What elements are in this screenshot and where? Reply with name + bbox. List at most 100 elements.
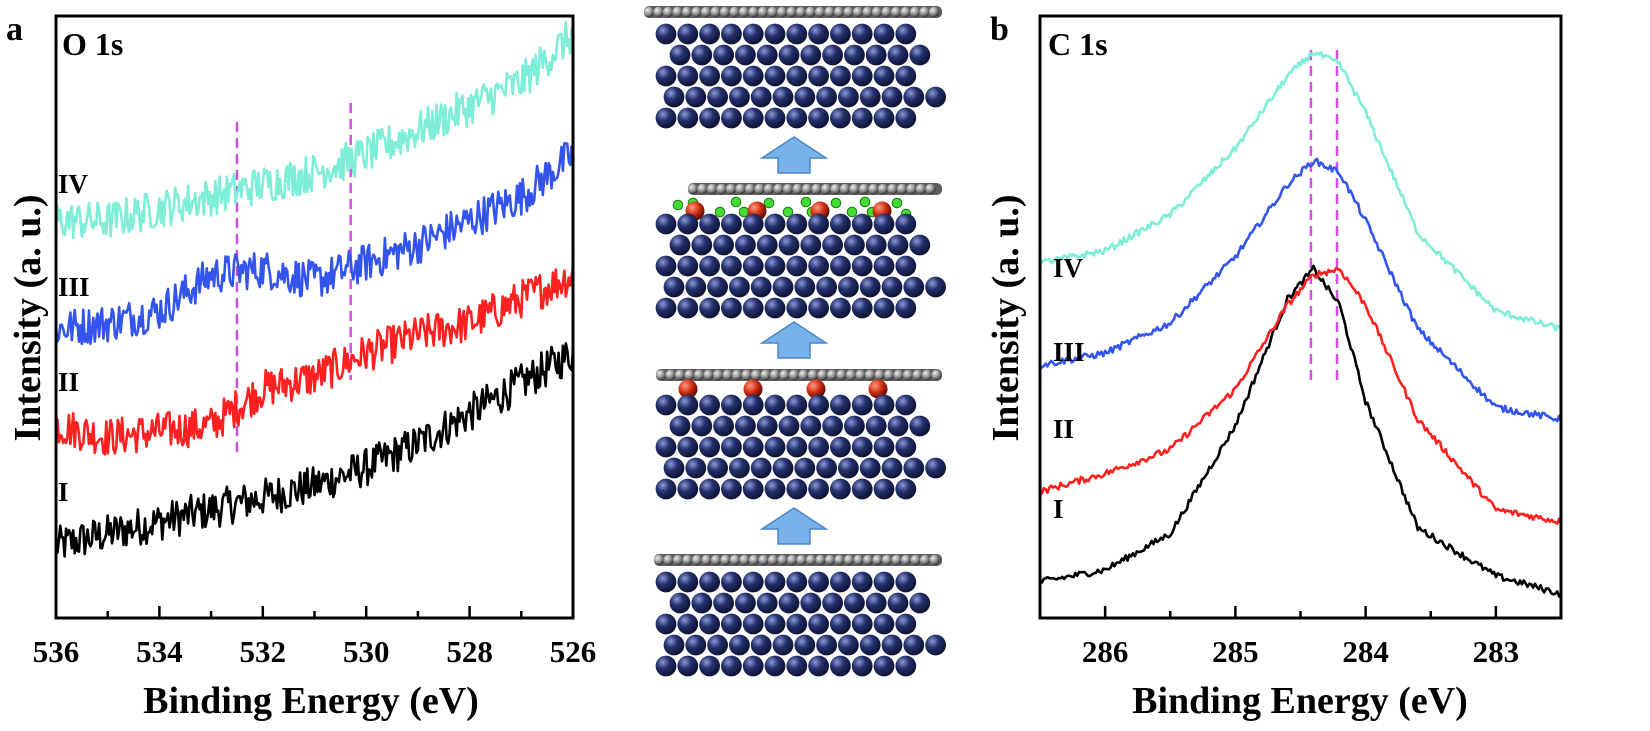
substrate-atom	[865, 592, 887, 614]
carbon-atom	[887, 183, 898, 195]
substrate-atom	[830, 297, 851, 319]
substrate-atom	[895, 394, 917, 416]
substrate-atom	[822, 592, 843, 614]
carbon-atom	[697, 183, 708, 195]
oxygen-atom	[743, 379, 763, 399]
carbon-atom	[853, 554, 864, 566]
substrate-atom	[887, 592, 909, 614]
substrate-atom	[729, 86, 750, 108]
substrate-atom	[881, 457, 903, 479]
substrate-atom	[669, 44, 691, 66]
substrate-atom	[742, 571, 764, 593]
substrate-atom	[691, 234, 713, 256]
substrate-atom	[830, 213, 851, 235]
substrate-atom	[851, 478, 873, 500]
substrate-atom	[786, 255, 808, 277]
atomic-structure-schematic	[643, 6, 946, 677]
substrate-atom	[903, 86, 925, 108]
substrate-atom	[677, 255, 699, 277]
carbon-atom	[893, 369, 904, 381]
carbon-atom	[665, 369, 676, 381]
carbon-atom	[684, 369, 695, 381]
substrate-atom	[663, 276, 685, 298]
substrate-atom	[830, 571, 851, 593]
substrate-atom	[685, 457, 707, 479]
substrate-atom	[816, 86, 837, 108]
substrate-atom	[699, 571, 720, 593]
substrate-atom	[895, 297, 917, 319]
substrate-atom	[721, 213, 742, 235]
carbon-atom	[672, 6, 683, 18]
substrate-atom	[677, 613, 699, 635]
series-line-ii	[1038, 267, 1563, 525]
substrate-atom	[756, 234, 778, 256]
substrate-atom	[721, 107, 742, 129]
substrate-atom	[699, 436, 720, 458]
substrate-atom	[663, 457, 685, 479]
substrate-atom	[699, 478, 720, 500]
substrate-atom	[786, 23, 808, 45]
carbon-atom	[921, 369, 933, 381]
carbon-atom	[703, 369, 714, 381]
up-arrow-icon	[759, 136, 829, 174]
substrate-atom	[786, 436, 808, 458]
substrate-atom	[764, 571, 786, 593]
carbon-atom	[735, 183, 746, 195]
substrate-atom	[756, 44, 778, 66]
substrate-atom	[851, 255, 873, 277]
substrate-atom	[830, 107, 851, 129]
substrate-atom	[881, 86, 903, 108]
carbon-atom	[691, 6, 702, 18]
series-label-iv: IV	[1053, 253, 1084, 283]
carbon-atom	[767, 554, 779, 566]
carbon-atom	[701, 554, 712, 566]
substrate-atom	[808, 255, 829, 277]
x-tick-label: 283	[1473, 634, 1520, 669]
carbon-atom	[710, 554, 722, 566]
substrate-atom	[786, 613, 808, 635]
substrate-atom	[881, 276, 903, 298]
substrate-atom	[903, 276, 925, 298]
carbon-atom	[687, 183, 699, 195]
substrate-atom	[677, 65, 699, 87]
substrate-atom	[655, 394, 677, 416]
substrate-atom	[830, 255, 851, 277]
substrate-atom	[742, 213, 764, 235]
substrate-atom	[764, 107, 786, 129]
substrate-atom	[663, 634, 685, 656]
carbon-atom	[928, 6, 940, 18]
substrate-atom	[655, 107, 677, 129]
substrate-atom	[655, 655, 677, 677]
carbon-atom	[754, 183, 765, 195]
series-line-ii	[54, 267, 575, 456]
substrate-atom	[808, 65, 829, 87]
carbon-atom	[874, 369, 885, 381]
carbon-atom	[767, 6, 778, 18]
oxygen-atom	[806, 379, 826, 399]
substrate-atom	[729, 457, 750, 479]
substrate-atom	[808, 655, 829, 677]
carbon-atom	[674, 369, 686, 381]
carbon-atom	[653, 6, 664, 18]
substrate-atom	[699, 297, 720, 319]
series-label-ii: II	[1053, 414, 1074, 444]
substrate-atom	[713, 415, 734, 437]
substrate-atom	[844, 592, 865, 614]
oxygen-atom	[868, 379, 888, 399]
substrate-atom	[677, 478, 699, 500]
hydrogen-atom	[830, 197, 842, 209]
substrate-atom	[735, 592, 756, 614]
panel-title-a: O 1s	[62, 26, 123, 62]
substrate-atom	[794, 457, 816, 479]
substrate-atom	[721, 478, 742, 500]
substrate-atom	[742, 613, 764, 635]
substrate-atom	[764, 613, 786, 635]
substrate-atom	[830, 613, 851, 635]
substrate-atom	[677, 107, 699, 129]
substrate-atom	[873, 297, 895, 319]
substrate-atom	[669, 234, 691, 256]
substrate-atom	[764, 255, 786, 277]
carbon-atom	[881, 6, 892, 18]
substrate-atom	[800, 415, 822, 437]
